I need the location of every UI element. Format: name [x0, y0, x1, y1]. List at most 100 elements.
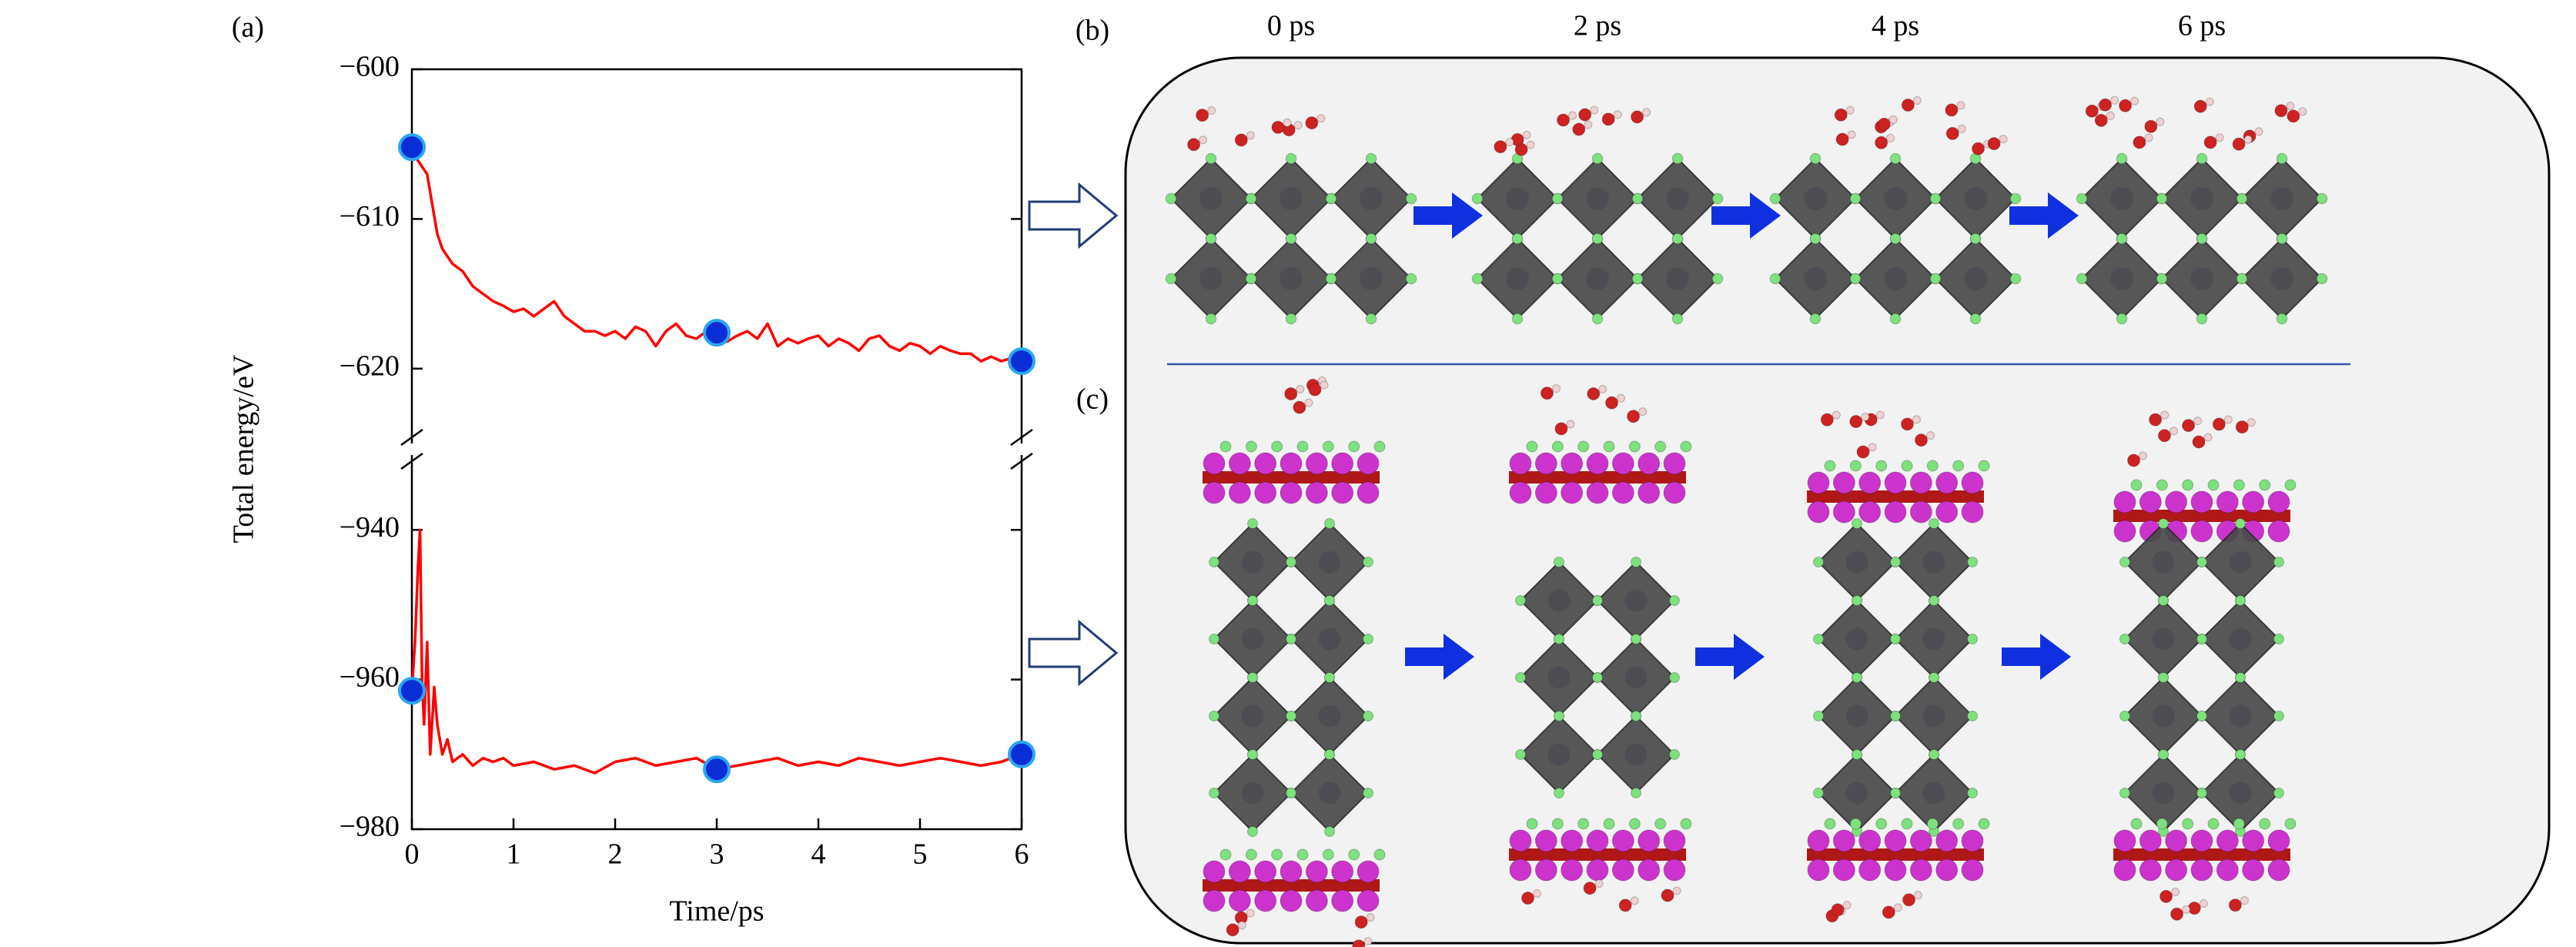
hydrogen	[1283, 118, 1292, 127]
halide	[2259, 818, 2271, 830]
oxygen	[1914, 433, 1928, 447]
halide	[1631, 273, 1644, 285]
halide	[2076, 192, 2088, 205]
halide	[1669, 595, 1680, 606]
halide	[1669, 672, 1680, 683]
halide	[1631, 788, 1641, 798]
oxygen	[1308, 383, 1322, 397]
blue-arrow	[2002, 634, 2071, 680]
halide	[1219, 440, 1232, 453]
hydrogen	[2139, 451, 2148, 460]
metal	[1663, 829, 1686, 852]
metal	[2216, 858, 2239, 882]
halide	[2284, 479, 2297, 491]
oxygen	[1900, 417, 1914, 431]
metal	[1611, 481, 1634, 504]
metal	[1884, 500, 1907, 524]
halide	[1671, 313, 1684, 325]
metal	[1254, 452, 1277, 475]
hydrogen	[1246, 131, 1255, 140]
halide	[2156, 273, 2168, 285]
metal	[1935, 858, 1959, 882]
halide	[2273, 634, 2284, 644]
metal	[1561, 481, 1584, 504]
oxide-layer	[1509, 848, 1686, 861]
halide	[1849, 192, 1862, 205]
oxygen	[1354, 915, 1368, 929]
hydrogen	[2160, 410, 2170, 420]
oxygen	[1831, 903, 1845, 917]
oxygen	[1494, 140, 1507, 154]
halide	[2233, 818, 2245, 830]
hydrogen	[2286, 102, 2295, 111]
halide	[2196, 152, 2208, 165]
marker	[398, 133, 426, 162]
halide	[1631, 192, 1644, 205]
metal	[1858, 829, 1882, 852]
halide	[1852, 749, 1862, 760]
oxygen	[1901, 98, 1915, 112]
structures	[1165, 95, 2328, 947]
metal	[1534, 481, 1557, 504]
metal	[2190, 858, 2213, 882]
metal	[2267, 858, 2290, 882]
metal	[2139, 829, 2162, 852]
halide	[1286, 557, 1296, 567]
halide	[1551, 273, 1564, 285]
hydrogen	[1246, 909, 1255, 918]
halide	[1967, 557, 1978, 567]
halide	[1247, 672, 1258, 683]
halide	[1875, 460, 1888, 472]
halide	[1603, 818, 1615, 830]
oxygen	[1352, 939, 1366, 947]
halide	[2276, 313, 2288, 325]
halide	[1929, 518, 1939, 529]
halide	[2236, 273, 2248, 285]
hydrogen	[1861, 413, 1870, 422]
halide	[1577, 440, 1590, 453]
hydrogen	[1832, 410, 1841, 420]
oxygen	[2192, 435, 2206, 449]
halide	[2235, 749, 2246, 760]
hydrogen	[2243, 135, 2253, 144]
oxygen	[2157, 429, 2171, 443]
halide	[1628, 818, 1641, 830]
hollow-arrow	[1028, 182, 1119, 249]
oxygen	[1902, 893, 1915, 907]
metal	[1909, 471, 1932, 494]
halide	[1631, 711, 1641, 721]
hydrogen	[2110, 95, 2119, 105]
halide	[1551, 818, 1564, 830]
y-tick-label: −980	[340, 811, 400, 843]
halide	[1890, 634, 1901, 644]
halide	[1405, 273, 1417, 285]
halide	[2130, 479, 2143, 491]
halide	[1824, 460, 1836, 472]
metal	[1357, 889, 1380, 912]
oxygen	[1820, 413, 1834, 427]
oxygen	[1875, 136, 1889, 149]
halide	[1889, 152, 1902, 165]
halide	[1978, 818, 1990, 830]
hydrogen	[2205, 97, 2214, 106]
halide	[2009, 192, 2022, 205]
hollow-arrow	[1028, 619, 1119, 687]
metal	[1203, 860, 1226, 883]
y-axis-label: Total energy/eV	[228, 354, 260, 543]
metal	[2190, 490, 2213, 514]
halide	[1245, 192, 1257, 205]
oxide-layer	[1807, 848, 1984, 861]
oxygen	[2193, 99, 2207, 113]
panel-label: (a)	[232, 12, 264, 44]
x-tick-label: 1	[507, 838, 521, 871]
hydrogen	[1566, 420, 1575, 429]
halide	[2116, 233, 2128, 245]
oxygen	[2144, 119, 2158, 133]
y-tick-label: −940	[340, 511, 400, 544]
time-label: 6 ps	[2178, 10, 2226, 42]
halide	[1628, 440, 1641, 453]
oxygen	[2099, 98, 2113, 112]
metal	[1203, 452, 1226, 475]
oxygen	[2159, 889, 2173, 903]
halide	[1286, 711, 1296, 721]
